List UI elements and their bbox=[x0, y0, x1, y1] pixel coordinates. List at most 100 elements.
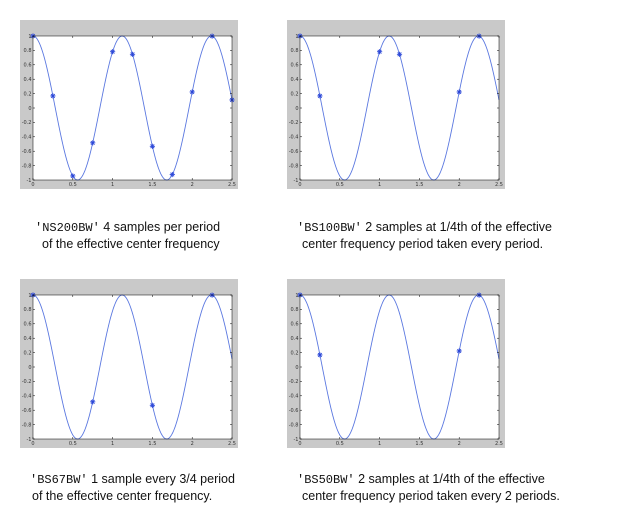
y-tick-label: -0.4 bbox=[22, 394, 32, 400]
y-tick-label: -1 bbox=[294, 178, 299, 184]
x-tick-label: 2.5 bbox=[228, 182, 236, 188]
sample-marker bbox=[129, 51, 136, 57]
x-tick-label: 0.5 bbox=[69, 441, 77, 447]
y-tick-label: 0.6 bbox=[24, 322, 32, 328]
caption-bs67bw-line1: 'BS67BW' 1 sample every 3/4 period bbox=[30, 471, 300, 488]
x-tick-label: 0 bbox=[31, 182, 34, 188]
y-tick-label: -0.8 bbox=[289, 422, 299, 428]
y-tick-label: 0.2 bbox=[24, 91, 32, 97]
sample-marker bbox=[149, 402, 155, 408]
x-tick-label: 2.5 bbox=[495, 182, 503, 188]
caption-code: 'BS100BW' bbox=[297, 221, 362, 235]
caption-code: 'BS67BW' bbox=[30, 473, 88, 487]
caption-text: 2 samples at 1/4th of the effective bbox=[361, 220, 552, 234]
sample-marker bbox=[90, 399, 96, 405]
y-tick-label: -0.2 bbox=[289, 379, 299, 385]
signal-curve bbox=[32, 294, 233, 440]
caption-bs67bw-line2: of the effective center frequency. bbox=[32, 489, 213, 503]
chart-panel-4: 0 0.5 1 1.5 2 2.5 1 0.8 0.6 0.4 0.2 0 -0.2 -0.4 -0.6 -0… bbox=[287, 279, 505, 448]
plot-area bbox=[33, 295, 232, 439]
chart-panel-2: 0 0.5 1 1.5 2 2.5 1 0.8 0.6 0.4 0.2 0 -0.2 -0.4 -0.6 -0… bbox=[287, 20, 505, 189]
caption-ns200bw-line1: 'NS200BW' 4 samples per period bbox=[35, 219, 305, 236]
sample-marker bbox=[70, 173, 76, 179]
chart-panel-3: 0 0.5 1 1.5 2 2.5 1 0.8 0.6 0.4 0.2 0 -0.2 -0.4 -0.6 -0… bbox=[20, 279, 238, 448]
sample-marker bbox=[189, 89, 195, 95]
y-tick-label: 0.6 bbox=[291, 63, 299, 69]
x-tick-label: 1 bbox=[378, 182, 381, 188]
sample-marker bbox=[50, 93, 56, 99]
y-tick-label: -0.8 bbox=[289, 163, 299, 169]
y-tick-label: 0.4 bbox=[291, 77, 299, 83]
x-tick-label: 1.5 bbox=[415, 182, 423, 188]
y-tick-label: 0.6 bbox=[24, 63, 32, 69]
y-tick-label: 0.4 bbox=[24, 77, 32, 83]
caption-bs100bw-line1: 'BS100BW' 2 samples at 1/4th of the effe… bbox=[297, 219, 597, 236]
sample-marker bbox=[377, 49, 383, 55]
x-tick-label: 1.5 bbox=[415, 441, 423, 447]
caption-code: 'BS50BW' bbox=[297, 473, 355, 487]
plot-area bbox=[33, 36, 232, 180]
y-tick-label: -0.6 bbox=[289, 149, 299, 155]
y-tick-label: -0.6 bbox=[22, 408, 32, 414]
x-tick-label: 1 bbox=[111, 441, 114, 447]
sample-marker bbox=[169, 171, 175, 178]
y-tick-label: -1 bbox=[27, 437, 32, 443]
y-tick-label: -0.6 bbox=[22, 149, 32, 155]
y-tick-label: -0.4 bbox=[22, 135, 32, 141]
y-tick-label: 0.8 bbox=[24, 307, 32, 313]
chart-bs50bw: 0 0.5 1 1.5 2 2.5 1 0.8 0.6 0.4 0.2 0 -0.2 -0.4 -0.6 -0… bbox=[289, 292, 503, 447]
caption-text: 1 sample every 3/4 period bbox=[87, 472, 235, 486]
y-tick-label: 0.6 bbox=[291, 322, 299, 328]
x-tick-label: 2 bbox=[191, 182, 194, 188]
y-tick-label: 0.8 bbox=[291, 48, 299, 54]
x-tick-label: 2 bbox=[191, 441, 194, 447]
caption-text: 4 samples per period bbox=[99, 220, 221, 234]
sample-marker bbox=[396, 51, 403, 57]
y-tick-label: 0 bbox=[28, 106, 31, 112]
y-tick-label: 1 bbox=[295, 293, 298, 299]
x-tick-label: 0.5 bbox=[336, 441, 344, 447]
y-tick-label: 0.4 bbox=[24, 336, 32, 342]
chart-bs100bw: 0 0.5 1 1.5 2 2.5 1 0.8 0.6 0.4 0.2 0 -0.2 -0.4 -0.6 -0… bbox=[289, 33, 503, 188]
sample-marker bbox=[317, 352, 323, 358]
caption-bs67bw: 'BS67BW' 1 sample every 3/4 period of th… bbox=[30, 471, 300, 504]
y-tick-label: -0.2 bbox=[289, 120, 299, 126]
y-tick-label: 0.2 bbox=[291, 350, 299, 356]
x-tick-label: 0.5 bbox=[336, 182, 344, 188]
y-tick-label: 1 bbox=[295, 34, 298, 40]
caption-ns200bw: 'NS200BW' 4 samples per period of the ef… bbox=[35, 219, 305, 252]
sample-marker bbox=[149, 143, 155, 149]
y-tick-label: 0 bbox=[28, 365, 31, 371]
sample-marker bbox=[317, 93, 323, 99]
caption-code: 'NS200BW' bbox=[35, 221, 100, 235]
chart-bs67bw: 0 0.5 1 1.5 2 2.5 1 0.8 0.6 0.4 0.2 0 -0.2 -0.4 -0.6 -0… bbox=[22, 292, 236, 447]
caption-bs50bw-line2: center frequency period taken every 2 pe… bbox=[302, 489, 560, 503]
y-tick-label: 0.8 bbox=[24, 48, 32, 54]
caption-bs50bw-line1: 'BS50BW' 2 samples at 1/4th of the effec… bbox=[297, 471, 607, 488]
y-tick-label: 0.8 bbox=[291, 307, 299, 313]
sample-marker bbox=[110, 49, 116, 55]
caption-text: 2 samples at 1/4th of the effective bbox=[354, 472, 545, 486]
x-tick-label: 1 bbox=[378, 441, 381, 447]
x-tick-label: 1.5 bbox=[148, 182, 156, 188]
y-tick-label: -0.4 bbox=[289, 135, 299, 141]
plot-area bbox=[300, 295, 499, 439]
x-tick-label: 1.5 bbox=[148, 441, 156, 447]
y-tick-label: 1 bbox=[28, 34, 31, 40]
x-tick-label: 0 bbox=[298, 441, 301, 447]
y-tick-label: 0 bbox=[295, 106, 298, 112]
y-tick-label: -0.6 bbox=[289, 408, 299, 414]
signal-curve bbox=[299, 294, 500, 440]
y-tick-label: -0.2 bbox=[22, 120, 32, 126]
y-tick-label: 1 bbox=[28, 293, 31, 299]
caption-bs100bw: 'BS100BW' 2 samples at 1/4th of the effe… bbox=[297, 219, 597, 252]
x-tick-label: 0 bbox=[298, 182, 301, 188]
y-tick-label: 0.2 bbox=[291, 91, 299, 97]
y-tick-label: 0.2 bbox=[24, 350, 32, 356]
y-tick-label: -0.8 bbox=[22, 163, 32, 169]
x-tick-label: 2 bbox=[458, 441, 461, 447]
caption-bs100bw-line2: center frequency period taken every peri… bbox=[302, 237, 544, 251]
y-tick-label: 0.4 bbox=[291, 336, 299, 342]
caption-bs50bw: 'BS50BW' 2 samples at 1/4th of the effec… bbox=[297, 471, 607, 504]
x-tick-label: 1 bbox=[111, 182, 114, 188]
